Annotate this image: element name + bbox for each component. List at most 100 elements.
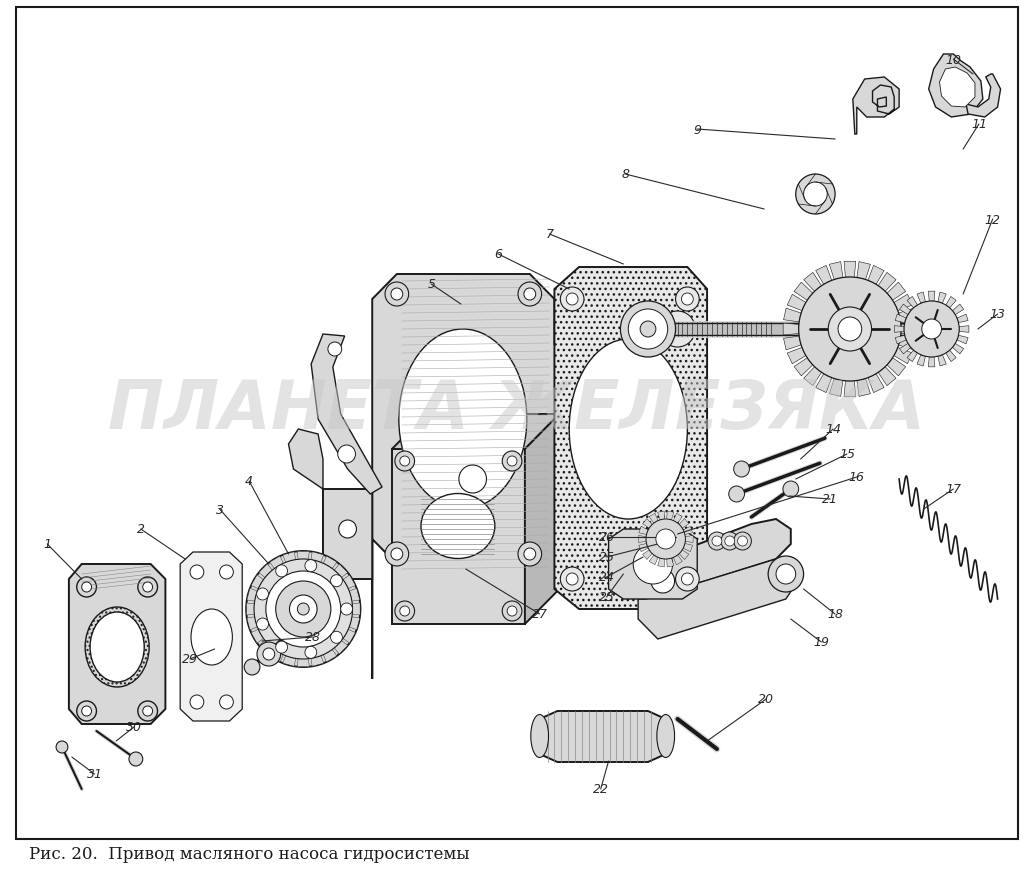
Circle shape bbox=[290, 595, 317, 623]
Circle shape bbox=[567, 294, 578, 306]
Polygon shape bbox=[679, 519, 689, 528]
Circle shape bbox=[798, 278, 901, 381]
Circle shape bbox=[560, 288, 584, 312]
Polygon shape bbox=[946, 351, 956, 362]
Circle shape bbox=[681, 574, 693, 586]
Polygon shape bbox=[334, 640, 347, 654]
Circle shape bbox=[681, 294, 693, 306]
Polygon shape bbox=[180, 553, 242, 721]
Circle shape bbox=[395, 601, 415, 621]
Circle shape bbox=[712, 536, 722, 547]
Text: 24: 24 bbox=[599, 571, 614, 584]
Text: 10: 10 bbox=[945, 53, 962, 66]
Text: 2: 2 bbox=[136, 523, 145, 536]
Polygon shape bbox=[887, 282, 906, 301]
Polygon shape bbox=[929, 292, 935, 302]
Polygon shape bbox=[857, 262, 871, 280]
Circle shape bbox=[646, 520, 686, 560]
Circle shape bbox=[244, 660, 260, 675]
Ellipse shape bbox=[633, 544, 672, 584]
Text: 28: 28 bbox=[305, 631, 322, 644]
Polygon shape bbox=[638, 560, 796, 640]
Polygon shape bbox=[247, 617, 257, 630]
Polygon shape bbox=[334, 564, 347, 578]
Polygon shape bbox=[794, 282, 813, 301]
Circle shape bbox=[190, 695, 204, 709]
Text: 6: 6 bbox=[494, 249, 503, 262]
Polygon shape bbox=[525, 415, 559, 624]
Polygon shape bbox=[554, 268, 707, 609]
Circle shape bbox=[339, 521, 357, 539]
Circle shape bbox=[729, 487, 744, 502]
Polygon shape bbox=[816, 266, 831, 285]
Polygon shape bbox=[787, 295, 805, 311]
Polygon shape bbox=[917, 355, 925, 367]
Circle shape bbox=[459, 466, 486, 494]
Text: 12: 12 bbox=[984, 213, 1001, 226]
Polygon shape bbox=[784, 336, 801, 350]
Polygon shape bbox=[894, 295, 913, 311]
Polygon shape bbox=[868, 266, 884, 285]
Polygon shape bbox=[673, 514, 682, 523]
Polygon shape bbox=[311, 335, 383, 494]
Circle shape bbox=[256, 619, 269, 630]
Ellipse shape bbox=[191, 609, 233, 666]
Text: 30: 30 bbox=[126, 720, 142, 733]
Circle shape bbox=[559, 460, 579, 480]
Polygon shape bbox=[894, 327, 904, 333]
Circle shape bbox=[708, 533, 726, 550]
Polygon shape bbox=[298, 659, 309, 667]
Polygon shape bbox=[683, 527, 693, 535]
Circle shape bbox=[331, 632, 342, 644]
Polygon shape bbox=[247, 588, 257, 601]
Polygon shape bbox=[283, 656, 296, 667]
Circle shape bbox=[725, 536, 734, 547]
Polygon shape bbox=[679, 550, 689, 560]
Circle shape bbox=[391, 289, 403, 301]
Circle shape bbox=[400, 456, 409, 467]
Polygon shape bbox=[251, 575, 264, 589]
Polygon shape bbox=[899, 308, 916, 322]
Circle shape bbox=[143, 706, 153, 716]
Polygon shape bbox=[895, 315, 906, 323]
Text: 15: 15 bbox=[839, 448, 855, 461]
Polygon shape bbox=[829, 262, 843, 280]
Circle shape bbox=[734, 461, 750, 477]
Polygon shape bbox=[816, 375, 831, 393]
Ellipse shape bbox=[85, 607, 149, 687]
Circle shape bbox=[256, 588, 269, 600]
Circle shape bbox=[567, 574, 578, 586]
Circle shape bbox=[518, 542, 542, 567]
Polygon shape bbox=[343, 630, 356, 643]
Polygon shape bbox=[246, 603, 254, 615]
Circle shape bbox=[768, 556, 803, 593]
Circle shape bbox=[503, 452, 522, 472]
Polygon shape bbox=[899, 336, 916, 350]
Text: 4: 4 bbox=[245, 475, 253, 488]
Circle shape bbox=[82, 706, 92, 716]
Polygon shape bbox=[938, 293, 946, 304]
Polygon shape bbox=[324, 650, 337, 662]
Circle shape bbox=[783, 481, 798, 497]
Circle shape bbox=[560, 567, 584, 591]
Circle shape bbox=[651, 569, 674, 594]
Text: 8: 8 bbox=[621, 169, 630, 182]
Circle shape bbox=[620, 302, 675, 357]
Polygon shape bbox=[878, 368, 896, 386]
Polygon shape bbox=[667, 512, 674, 521]
Polygon shape bbox=[642, 550, 652, 560]
Circle shape bbox=[385, 542, 408, 567]
Polygon shape bbox=[323, 489, 372, 580]
Circle shape bbox=[565, 464, 574, 474]
Polygon shape bbox=[887, 358, 906, 376]
Polygon shape bbox=[258, 564, 272, 578]
Circle shape bbox=[331, 575, 342, 587]
Circle shape bbox=[503, 601, 522, 621]
Polygon shape bbox=[803, 368, 822, 386]
Polygon shape bbox=[829, 379, 843, 397]
Polygon shape bbox=[392, 449, 525, 624]
Polygon shape bbox=[946, 297, 956, 308]
Circle shape bbox=[276, 565, 287, 577]
Circle shape bbox=[263, 648, 275, 660]
Ellipse shape bbox=[530, 714, 548, 758]
